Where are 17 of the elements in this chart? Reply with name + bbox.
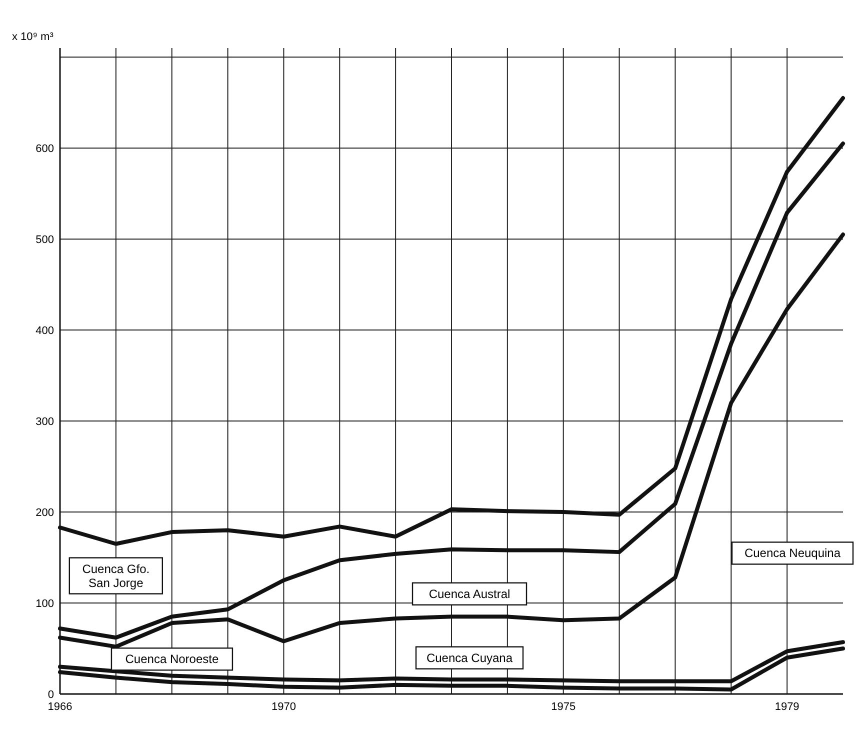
- x-tick-label: 1975: [551, 701, 576, 713]
- y-tick-label: 100: [36, 598, 54, 610]
- y-tick-label: 300: [36, 416, 54, 428]
- x-tick-label: 1979: [774, 701, 800, 713]
- y-tick-label: 400: [36, 324, 54, 337]
- y-tick-label: 200: [36, 506, 54, 519]
- x-tick-label: 1970: [271, 701, 296, 713]
- annotation: Cuenca Noroeste: [125, 652, 219, 666]
- annotation: Cuenca Austral: [428, 586, 510, 601]
- y-tick-label: 600: [36, 142, 54, 155]
- annotation: Cuenca Gfo. San Jorge: [82, 562, 150, 590]
- y-tick-label: 0: [48, 688, 54, 701]
- annotation: Cuenca Neuquina: [744, 546, 841, 560]
- y-tick-label: 500: [36, 234, 54, 246]
- y-axis-title: x 10⁹ m³: [12, 31, 54, 43]
- annotation: Cuenca Cuyana: [426, 650, 513, 665]
- x-tick-label: 1966: [48, 701, 72, 713]
